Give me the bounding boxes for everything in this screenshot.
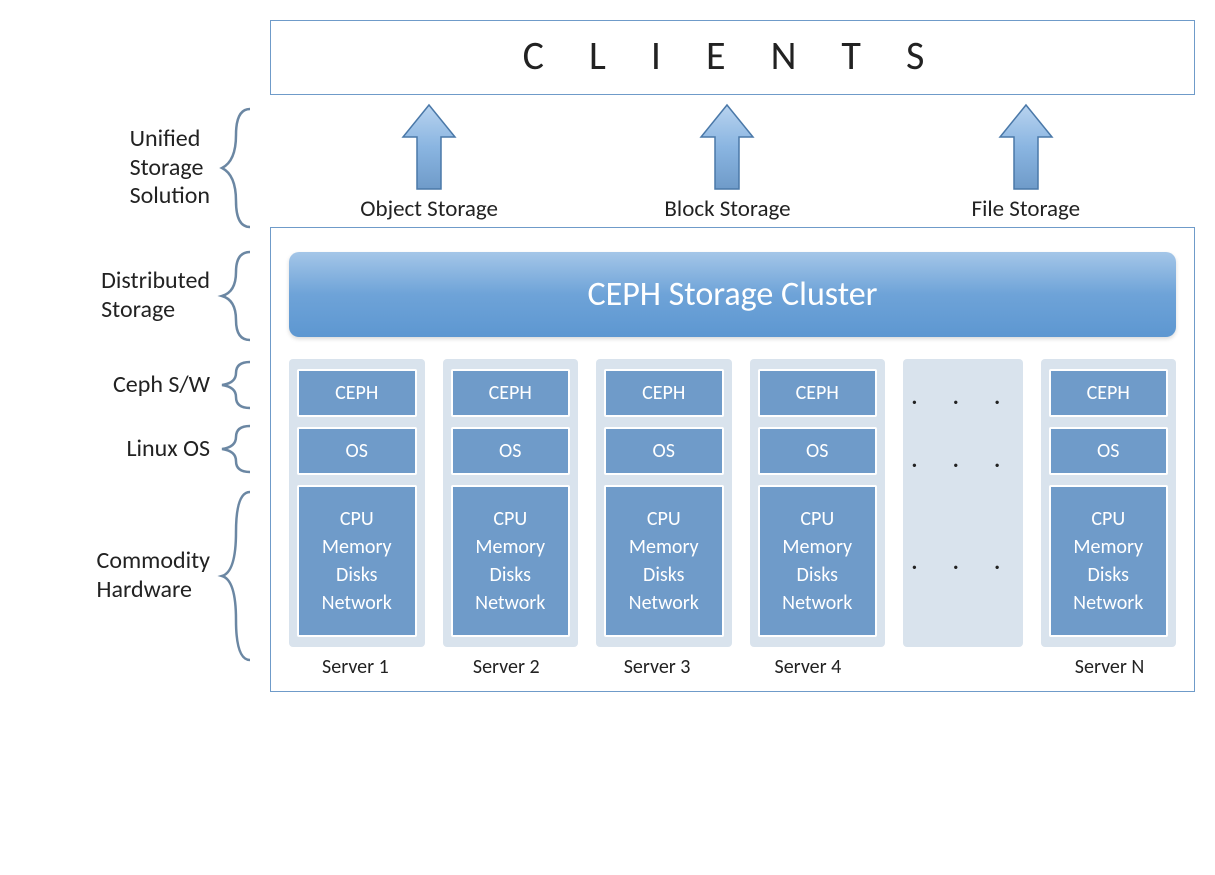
server-column: CEPH OS CPU Memory Disks Network xyxy=(596,359,732,647)
server-label: Server 4 xyxy=(741,655,874,679)
server-label: Server 3 xyxy=(591,655,724,679)
server-hw-box: CPU Memory Disks Network xyxy=(297,485,417,637)
brace-icon xyxy=(216,486,260,666)
label-distributed: Distributed Storage xyxy=(20,238,260,353)
arrow-block-label: Block Storage xyxy=(664,195,790,223)
label-distributed-text: Distributed Storage xyxy=(101,267,216,325)
arrow-object: Object Storage xyxy=(339,103,519,223)
arrow-block: Block Storage xyxy=(637,103,817,223)
server-ceph-box: CEPH xyxy=(604,369,724,417)
server-label xyxy=(892,655,1025,679)
server-ceph-box: CEPH xyxy=(1049,369,1169,417)
label-ceph-sw-text: Ceph S/W xyxy=(113,371,216,400)
server-ceph-box: CEPH xyxy=(758,369,878,417)
brace-icon xyxy=(216,103,260,233)
server-column: CEPH OS CPU Memory Disks Network xyxy=(443,359,579,647)
server-hw-box: CPU Memory Disks Network xyxy=(604,485,724,637)
clients-banner: C L I E N T S xyxy=(270,20,1195,95)
diagram-root: Unified Storage Solution Distributed Sto… xyxy=(20,20,1195,692)
ellipsis-column: . . . . . . . . . xyxy=(903,359,1023,647)
server-column: CEPH OS CPU Memory Disks Network xyxy=(289,359,425,647)
main-column: C L I E N T S Object Storage Block Stora… xyxy=(260,20,1195,692)
ellipsis-dots: . . . xyxy=(903,377,1023,412)
server-label: Server N xyxy=(1043,655,1176,679)
server-column: CEPH OS CPU Memory Disks Network xyxy=(750,359,886,647)
label-unified: Unified Storage Solution xyxy=(20,98,260,238)
side-labels-column: Unified Storage Solution Distributed Sto… xyxy=(20,20,260,692)
up-arrow-icon xyxy=(399,103,459,193)
spacer xyxy=(20,20,260,98)
server-labels-row: Server 1 Server 2 Server 3 Server 4 Serv… xyxy=(289,655,1176,679)
server-column: CEPH OS CPU Memory Disks Network xyxy=(1041,359,1177,647)
server-ceph-box: CEPH xyxy=(451,369,571,417)
arrow-file-label: File Storage xyxy=(972,195,1081,223)
arrow-object-label: Object Storage xyxy=(360,195,498,223)
server-hw-box: CPU Memory Disks Network xyxy=(758,485,878,637)
label-unified-text: Unified Storage Solution xyxy=(130,125,216,211)
server-os-box: OS xyxy=(758,427,878,475)
servers-row: CEPH OS CPU Memory Disks Network CEPH OS… xyxy=(289,359,1176,647)
ellipsis-dots: . . . xyxy=(903,542,1023,577)
up-arrow-icon xyxy=(996,103,1056,193)
server-os-box: OS xyxy=(451,427,571,475)
server-label: Server 1 xyxy=(289,655,422,679)
brace-icon xyxy=(216,246,260,346)
server-os-box: OS xyxy=(297,427,417,475)
server-hw-box: CPU Memory Disks Network xyxy=(451,485,571,637)
server-ceph-box: CEPH xyxy=(297,369,417,417)
cluster-banner: CEPH Storage Cluster xyxy=(289,252,1176,337)
label-linux-os-text: Linux OS xyxy=(126,435,216,464)
label-commodity-text: Commodity Hardware xyxy=(97,547,216,605)
cluster-frame: CEPH Storage Cluster CEPH OS CPU Memory … xyxy=(270,227,1195,692)
brace-icon xyxy=(216,422,260,476)
label-commodity: Commodity Hardware xyxy=(20,481,260,671)
arrow-file: File Storage xyxy=(936,103,1116,223)
arrows-row: Object Storage Block Storage File Storag… xyxy=(260,103,1195,223)
up-arrow-icon xyxy=(697,103,757,193)
brace-icon xyxy=(216,358,260,412)
server-label: Server 2 xyxy=(440,655,573,679)
ellipsis-dots: . . . xyxy=(903,440,1023,475)
label-ceph-sw: Ceph S/W xyxy=(20,353,260,417)
server-hw-box: CPU Memory Disks Network xyxy=(1049,485,1169,637)
label-linux-os: Linux OS xyxy=(20,417,260,481)
server-os-box: OS xyxy=(1049,427,1169,475)
server-os-box: OS xyxy=(604,427,724,475)
